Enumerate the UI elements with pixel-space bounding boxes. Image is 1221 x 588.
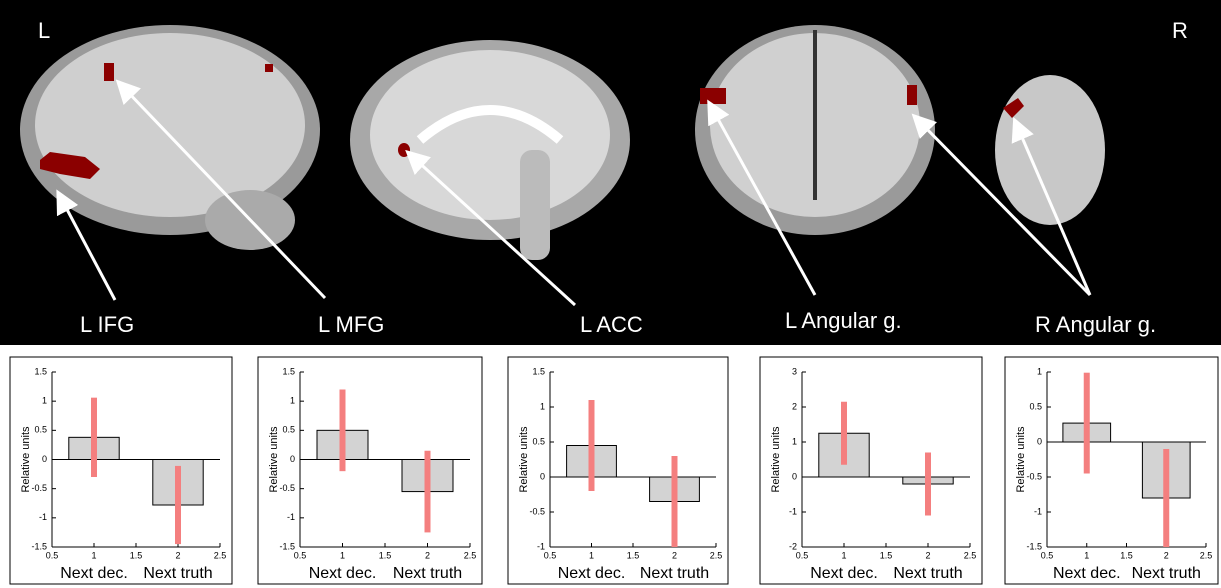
hemisphere-label: L bbox=[38, 18, 50, 43]
category-label: Next dec. bbox=[810, 565, 878, 582]
y-tick-label: 1.5 bbox=[34, 366, 47, 376]
region-label: L Angular g. bbox=[785, 308, 902, 333]
x-tick-label: 1.5 bbox=[379, 550, 392, 560]
y-tick-label: -1.5 bbox=[31, 541, 47, 551]
x-tick-label: 1 bbox=[91, 550, 96, 560]
y-tick-label: 0.5 bbox=[532, 436, 545, 446]
y-axis-label: Relative units bbox=[518, 426, 530, 493]
x-tick-label: 0.5 bbox=[46, 550, 59, 560]
hemisphere-label: R bbox=[1172, 18, 1188, 43]
category-label: Next truth bbox=[1132, 565, 1201, 582]
category-label: Next truth bbox=[143, 565, 212, 582]
region-label: L ACC bbox=[580, 312, 643, 337]
y-tick-label: 0.5 bbox=[1029, 401, 1042, 411]
category-label: Next dec. bbox=[558, 565, 626, 582]
category-label: Next dec. bbox=[309, 565, 377, 582]
region-label: R Angular g. bbox=[1035, 312, 1156, 337]
category-label: Next truth bbox=[893, 565, 962, 582]
x-tick-label: 2 bbox=[425, 550, 430, 560]
error-bar bbox=[672, 456, 678, 547]
x-tick-label: 2.5 bbox=[464, 550, 477, 560]
y-tick-label: -1 bbox=[1034, 506, 1042, 516]
error-bar bbox=[425, 451, 431, 533]
x-tick-label: 0.5 bbox=[544, 550, 557, 560]
y-tick-label: 3 bbox=[792, 366, 797, 376]
y-tick-label: 0 bbox=[1037, 436, 1042, 446]
y-tick-label: 0 bbox=[792, 471, 797, 481]
x-tick-label: 2 bbox=[1164, 550, 1169, 560]
y-tick-label: 0 bbox=[540, 471, 545, 481]
y-tick-label: -1.5 bbox=[1026, 541, 1042, 551]
x-tick-label: 1 bbox=[589, 550, 594, 560]
y-tick-label: -0.5 bbox=[31, 483, 47, 493]
y-axis-label: Relative units bbox=[20, 426, 32, 493]
x-tick-label: 2.5 bbox=[710, 550, 723, 560]
error-bar bbox=[589, 400, 595, 491]
x-tick-label: 0.5 bbox=[796, 550, 809, 560]
error-bar bbox=[1163, 449, 1169, 547]
chart: -1.5 -1 -0.5 0 0.5 1 1.5 0.5 1 1.5 2 2.5 Relative un… bbox=[258, 357, 482, 584]
x-tick-label: 1 bbox=[1084, 550, 1089, 560]
y-tick-label: 1 bbox=[792, 436, 797, 446]
x-tick-label: 0.5 bbox=[1041, 550, 1054, 560]
error-bar bbox=[925, 453, 931, 516]
chart: -1.5 -1 -0.5 0 0.5 1 0.5 1 1.5 2 2.5 Relative units… bbox=[1005, 357, 1218, 584]
category-label: Next dec. bbox=[1053, 565, 1121, 582]
category-label: Next truth bbox=[640, 565, 709, 582]
x-tick-label: 2.5 bbox=[214, 550, 227, 560]
y-tick-label: -0.5 bbox=[1026, 471, 1042, 481]
x-tick-label: 2 bbox=[672, 550, 677, 560]
error-bar bbox=[1084, 373, 1090, 474]
error-bar bbox=[91, 398, 97, 477]
y-tick-label: -1 bbox=[39, 512, 47, 522]
y-axis-label: Relative units bbox=[1015, 426, 1027, 493]
y-tick-label: -0.5 bbox=[279, 483, 295, 493]
y-axis-label: Relative units bbox=[770, 426, 782, 493]
y-tick-label: -1 bbox=[789, 506, 797, 516]
y-tick-label: 1 bbox=[540, 401, 545, 411]
x-tick-label: 1 bbox=[340, 550, 345, 560]
y-tick-label: 0 bbox=[290, 454, 295, 464]
x-tick-label: 2 bbox=[175, 550, 180, 560]
x-tick-label: 2.5 bbox=[964, 550, 977, 560]
x-tick-label: 1.5 bbox=[880, 550, 893, 560]
chart: -1.5 -1 -0.5 0 0.5 1 1.5 0.5 1 1.5 2 2.5 Relative un… bbox=[10, 357, 232, 584]
figure: L R L IFG L MFG L ACC L Angular g. R Ang… bbox=[0, 0, 1221, 588]
y-tick-label: 1.5 bbox=[532, 366, 545, 376]
y-tick-label: -1 bbox=[287, 512, 295, 522]
y-tick-label: 0.5 bbox=[282, 425, 295, 435]
x-tick-label: 1.5 bbox=[130, 550, 143, 560]
region-label: L MFG bbox=[318, 312, 384, 337]
y-tick-label: 1 bbox=[42, 396, 47, 406]
y-tick-label: -1.5 bbox=[279, 541, 295, 551]
error-bar bbox=[175, 466, 181, 544]
x-tick-label: 2 bbox=[925, 550, 930, 560]
x-tick-label: 1.5 bbox=[627, 550, 640, 560]
error-bar bbox=[841, 402, 847, 465]
x-tick-label: 0.5 bbox=[294, 550, 307, 560]
category-label: Next truth bbox=[393, 565, 462, 582]
y-tick-label: 2 bbox=[792, 401, 797, 411]
y-axis-label: Relative units bbox=[268, 426, 280, 493]
y-tick-label: 0.5 bbox=[34, 425, 47, 435]
y-tick-label: -0.5 bbox=[529, 506, 545, 516]
y-tick-label: 1.5 bbox=[282, 366, 295, 376]
category-label: Next dec. bbox=[60, 565, 128, 582]
region-label: L IFG bbox=[80, 312, 134, 337]
y-tick-label: 1 bbox=[290, 396, 295, 406]
error-bar bbox=[340, 390, 346, 472]
x-tick-label: 1.5 bbox=[1120, 550, 1133, 560]
y-tick-label: 0 bbox=[42, 454, 47, 464]
y-tick-label: 1 bbox=[1037, 366, 1042, 376]
x-tick-label: 1 bbox=[841, 550, 846, 560]
x-tick-label: 2.5 bbox=[1200, 550, 1213, 560]
